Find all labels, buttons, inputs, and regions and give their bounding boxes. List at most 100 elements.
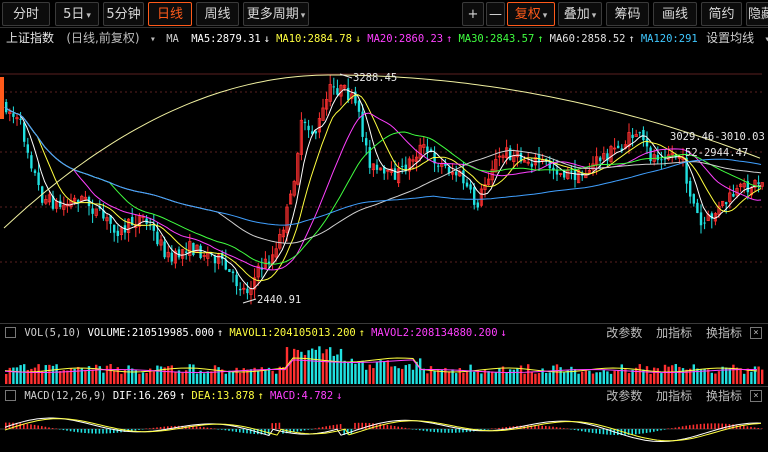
moving-average-line <box>3 74 761 229</box>
volume-bar <box>512 369 515 384</box>
toolbar-right-button-5[interactable]: 画线 <box>653 2 697 26</box>
close-icon[interactable]: × <box>750 390 762 402</box>
macd-bar <box>429 429 432 432</box>
macd-bar <box>451 429 453 433</box>
collapse-icon[interactable] <box>5 326 16 338</box>
candle-body <box>109 215 112 224</box>
add-indicator-link[interactable]: 加指标 <box>656 326 693 340</box>
candle-body <box>721 200 725 206</box>
switch-indicator-link[interactable]: 换指标 <box>705 326 742 340</box>
volume-bar <box>419 358 422 384</box>
candle-body <box>228 269 231 273</box>
collapse-icon[interactable] <box>5 389 16 401</box>
toolbar-right-button-3[interactable]: 叠加 ▾ <box>558 2 602 26</box>
toolbar-right-button-1[interactable]: — <box>486 2 505 26</box>
volume-bar <box>753 366 757 384</box>
volume-bar <box>588 370 591 384</box>
candle-body <box>105 217 109 222</box>
candle-body <box>206 252 210 259</box>
volume-bar <box>699 369 703 384</box>
chevron-down-icon[interactable]: ▾ <box>764 34 768 45</box>
volume-bar <box>336 354 339 384</box>
toolbar-left-button-1[interactable]: 5日 ▾ <box>55 2 99 26</box>
toolbar-right-button-2[interactable]: 复权 ▾ <box>507 2 555 26</box>
candlestick-chart[interactable]: 3288.45 2440.91 3029.46-3010.03 52-2944.47 <box>0 47 768 323</box>
candle-body <box>450 172 455 175</box>
macd-bar <box>300 429 302 432</box>
volume-bar <box>714 373 717 384</box>
volume-bar <box>476 369 479 384</box>
chevron-down-icon[interactable]: ▾ <box>149 34 156 45</box>
candle-body <box>677 156 682 159</box>
candle-body <box>224 259 227 270</box>
macd-bar <box>278 422 281 429</box>
change-params-link[interactable]: 改参数 <box>606 389 643 403</box>
close-icon[interactable]: × <box>750 327 762 339</box>
volume-bar <box>87 366 91 384</box>
macd-bar <box>152 427 155 429</box>
toolbar-right-button-7[interactable]: 隐藏 <box>746 2 768 26</box>
volume-bar <box>66 370 69 384</box>
toolbar-left-button-3[interactable]: 日线 <box>148 2 192 26</box>
switch-indicator-link[interactable]: 换指标 <box>705 389 742 403</box>
volume-bar <box>735 367 739 384</box>
volume-bar <box>566 370 569 384</box>
macd-bar <box>318 427 320 429</box>
toolbar-left-button-0[interactable]: 分时 <box>2 2 50 26</box>
candle-body <box>296 153 300 185</box>
mavol-line <box>4 359 758 374</box>
toolbar-left-button-5[interactable]: 更多周期 ▾ <box>243 2 309 26</box>
toolbar-left-button-4[interactable]: 周线 <box>196 2 239 26</box>
volume-bar <box>725 367 728 384</box>
volume-bar <box>732 364 735 384</box>
volume-bar <box>192 364 195 384</box>
macd-bar <box>41 426 43 429</box>
volume-bar <box>429 366 433 384</box>
macd-bar <box>570 429 572 430</box>
arrow-up-icon: ↑ <box>179 390 186 402</box>
toolbar-right-button-6[interactable]: 简约 <box>701 2 742 26</box>
volume-bar <box>523 373 526 384</box>
macd-bar <box>80 429 83 433</box>
toolbar-button-label: + <box>467 7 479 22</box>
candle-body <box>307 125 310 131</box>
volume-bar <box>451 369 454 384</box>
candle-body <box>613 147 617 150</box>
macd-bar <box>138 429 140 430</box>
settings-ma-link[interactable]: 设置均线 <box>706 31 755 45</box>
toolbar-right-button-0[interactable]: + <box>462 2 484 26</box>
macd-chart[interactable] <box>0 405 768 452</box>
volume-chart[interactable] <box>0 342 768 384</box>
dea-line <box>4 418 762 442</box>
volume-bar <box>185 370 188 384</box>
candle-body <box>119 227 123 236</box>
volume-bar <box>249 369 253 384</box>
volume-bar <box>717 371 721 384</box>
macd-bar <box>289 429 291 433</box>
volume-bar <box>37 364 40 384</box>
macd-bar <box>37 425 39 429</box>
candle-body <box>660 159 663 161</box>
volume-bar <box>260 367 263 384</box>
add-indicator-link[interactable]: 加指标 <box>656 389 693 403</box>
candle-body <box>321 107 325 121</box>
macd-bar <box>66 429 68 431</box>
change-params-link[interactable]: 改参数 <box>606 326 643 340</box>
volume-bar <box>415 361 418 384</box>
indicator-value: MA60:2858.52 <box>549 33 626 45</box>
candle-body <box>649 147 652 162</box>
toolbar-left-button-2[interactable]: 5分钟 <box>103 2 144 26</box>
macd-bar <box>397 426 399 429</box>
candle-body <box>437 165 440 167</box>
volume-bar <box>548 372 551 384</box>
macd-bar <box>159 426 162 429</box>
macd-bar <box>131 429 133 431</box>
macd-header: MACD(12,26,9) DIF:16.269 ↑ DEA:13.878 ↑ MACD… <box>0 387 768 405</box>
toolbar-right-button-4[interactable]: 筹码 <box>606 2 649 26</box>
volume-panel-links: 改参数 加指标 换指标 <box>596 324 742 342</box>
volume-bar <box>444 367 447 384</box>
macd-bar <box>44 426 47 429</box>
toolbar-button-label: 5分钟 <box>106 7 141 22</box>
arrow-up-icon: ↑ <box>217 327 224 339</box>
macd-bar <box>617 429 619 436</box>
